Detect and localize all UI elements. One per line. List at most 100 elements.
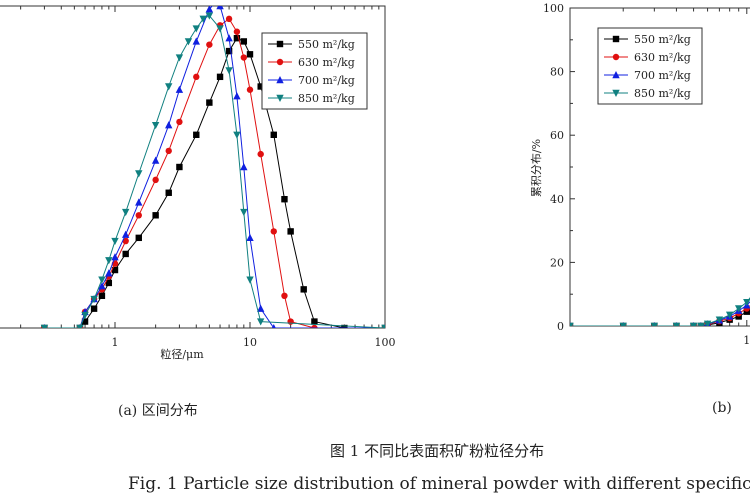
- plot-frame: [0, 5, 386, 329]
- data-point: [246, 86, 254, 93]
- data-point: [697, 322, 705, 326]
- legend-label: 630 m²/kg: [298, 56, 355, 69]
- data-point: [98, 276, 106, 284]
- data-point: [206, 41, 213, 48]
- data-point: [703, 320, 712, 326]
- y-tick-label: 40: [550, 193, 564, 206]
- legend-label: 550 m²/kg: [298, 38, 355, 51]
- legend-marker: [276, 76, 284, 84]
- x-tick-label: 10: [243, 336, 257, 349]
- legend-label: 630 m²/kg: [634, 51, 691, 64]
- data-point: [105, 257, 113, 265]
- data-point: [81, 311, 89, 320]
- data-point: [381, 324, 385, 328]
- data-point: [151, 121, 160, 130]
- data-point: [176, 163, 183, 171]
- data-point: [240, 38, 248, 45]
- data-point: [165, 147, 172, 155]
- data-point: [152, 212, 159, 219]
- data-point: [151, 156, 160, 164]
- data-point: [743, 298, 750, 307]
- legend-marker: [612, 71, 620, 79]
- data-point: [122, 237, 129, 245]
- data-point: [233, 28, 241, 35]
- data-point: [233, 131, 241, 139]
- data-point: [311, 324, 318, 328]
- y-tick-label: 0: [557, 320, 564, 333]
- legend-marker: [276, 40, 284, 48]
- x-axis-label: 粒径/μm: [160, 347, 204, 361]
- data-point: [111, 237, 119, 246]
- data-point: [689, 322, 698, 326]
- data-point: [175, 85, 184, 93]
- data-point: [240, 208, 248, 217]
- data-point: [175, 54, 184, 62]
- data-point: [281, 196, 288, 203]
- data-point: [98, 282, 106, 290]
- data-point: [98, 292, 106, 299]
- data-point: [240, 54, 248, 61]
- data-point: [199, 15, 207, 23]
- y-tick-label: 60: [550, 129, 564, 142]
- data-point: [135, 198, 143, 206]
- panel-a-caption: (a) 区间分布: [118, 403, 198, 419]
- data-point: [240, 163, 248, 171]
- legend-label: 850 m²/kg: [298, 92, 355, 105]
- legend-marker: [612, 35, 620, 43]
- data-point: [246, 233, 254, 242]
- legend-marker: [612, 53, 620, 61]
- data-point: [225, 67, 233, 75]
- figure-caption-english: Fig. 1 Particle size distribution of min…: [128, 474, 750, 494]
- data-point: [81, 318, 89, 325]
- series-line: [570, 297, 750, 326]
- data-point: [246, 276, 254, 284]
- data-point: [152, 176, 159, 184]
- data-point: [233, 92, 241, 100]
- data-point: [650, 322, 659, 326]
- data-point: [165, 121, 173, 129]
- data-point: [135, 234, 142, 242]
- data-point: [256, 318, 265, 326]
- data-point: [111, 266, 119, 274]
- series-line: [570, 301, 750, 326]
- data-point: [135, 170, 143, 178]
- data-point: [246, 51, 254, 58]
- data-point: [725, 311, 734, 319]
- data-point: [300, 286, 307, 293]
- data-point: [192, 25, 200, 33]
- data-point: [206, 99, 213, 106]
- data-point: [165, 189, 172, 196]
- y-tick-label: 100: [543, 2, 564, 15]
- data-point: [205, 6, 214, 13]
- series-layer: [570, 297, 750, 326]
- data-point: [225, 47, 233, 55]
- data-point: [256, 304, 265, 312]
- data-point: [105, 279, 113, 287]
- legend-marker: [276, 58, 284, 66]
- data-point: [311, 318, 318, 325]
- data-point: [122, 250, 129, 258]
- legend-label: 550 m²/kg: [634, 33, 691, 46]
- legend-marker: [612, 89, 620, 97]
- data-point: [211, 0, 218, 6]
- legend-label: 700 m²/kg: [634, 69, 691, 82]
- data-point: [90, 295, 98, 304]
- data-point: [257, 83, 264, 90]
- data-point: [193, 73, 200, 81]
- data-point: [619, 322, 627, 326]
- data-point: [570, 322, 574, 326]
- data-point: [205, 12, 214, 20]
- data-point: [287, 228, 294, 235]
- data-point: [135, 212, 142, 219]
- data-point: [111, 253, 119, 261]
- data-point: [216, 73, 224, 81]
- y-axis-label: 累积分布/%: [530, 139, 543, 197]
- data-point: [216, 25, 224, 33]
- data-point: [281, 292, 288, 299]
- data-point: [734, 305, 743, 313]
- data-point: [76, 324, 84, 328]
- series-line: [570, 305, 750, 326]
- data-point: [192, 37, 200, 45]
- data-point: [287, 318, 294, 325]
